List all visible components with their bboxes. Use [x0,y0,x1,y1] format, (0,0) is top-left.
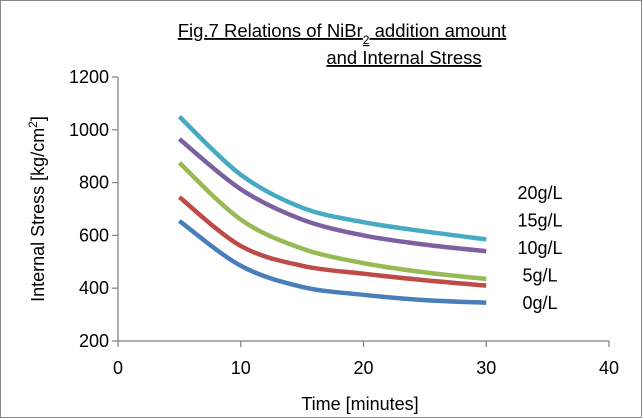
series-label: 5g/L [522,266,557,286]
y-tick-label: 800 [79,173,109,193]
series-label: 20g/L [517,183,562,203]
y-tick-label: 600 [79,225,109,245]
x-tick-label: 20 [353,358,373,378]
x-tick-label: 30 [476,358,496,378]
series-line-5g/L [177,195,487,288]
series-label: 10g/L [517,238,562,258]
chart-title-line-2: and Internal Stress [326,47,481,68]
chart-title-line-1: Fig.7 Relations of NiBr2 addition amount [178,20,507,47]
x-axis-title: Time [minutes] [301,394,418,414]
y-tick-label: 400 [79,278,109,298]
x-tick-label: 40 [599,358,619,378]
series-line-10g/L [177,161,487,282]
plot-area: 200 400 600 800 1000 1200 0 10 20 30 40 20g/L 15g/L 1… [69,67,619,378]
y-axis-title: Internal Stress [kg/cm2] [26,116,48,302]
series-line-0g/L [178,219,487,305]
series-label: 0g/L [522,293,557,313]
y-tick-label: 1200 [69,67,109,87]
series-line-20g/L [177,114,487,242]
x-tick-label: 10 [231,358,251,378]
y-tick-label: 1000 [69,120,109,140]
x-tick-label: 0 [113,358,123,378]
series-line-15g/L [177,137,487,254]
y-tick-label: 200 [79,331,109,351]
series-label: 15g/L [517,211,562,231]
